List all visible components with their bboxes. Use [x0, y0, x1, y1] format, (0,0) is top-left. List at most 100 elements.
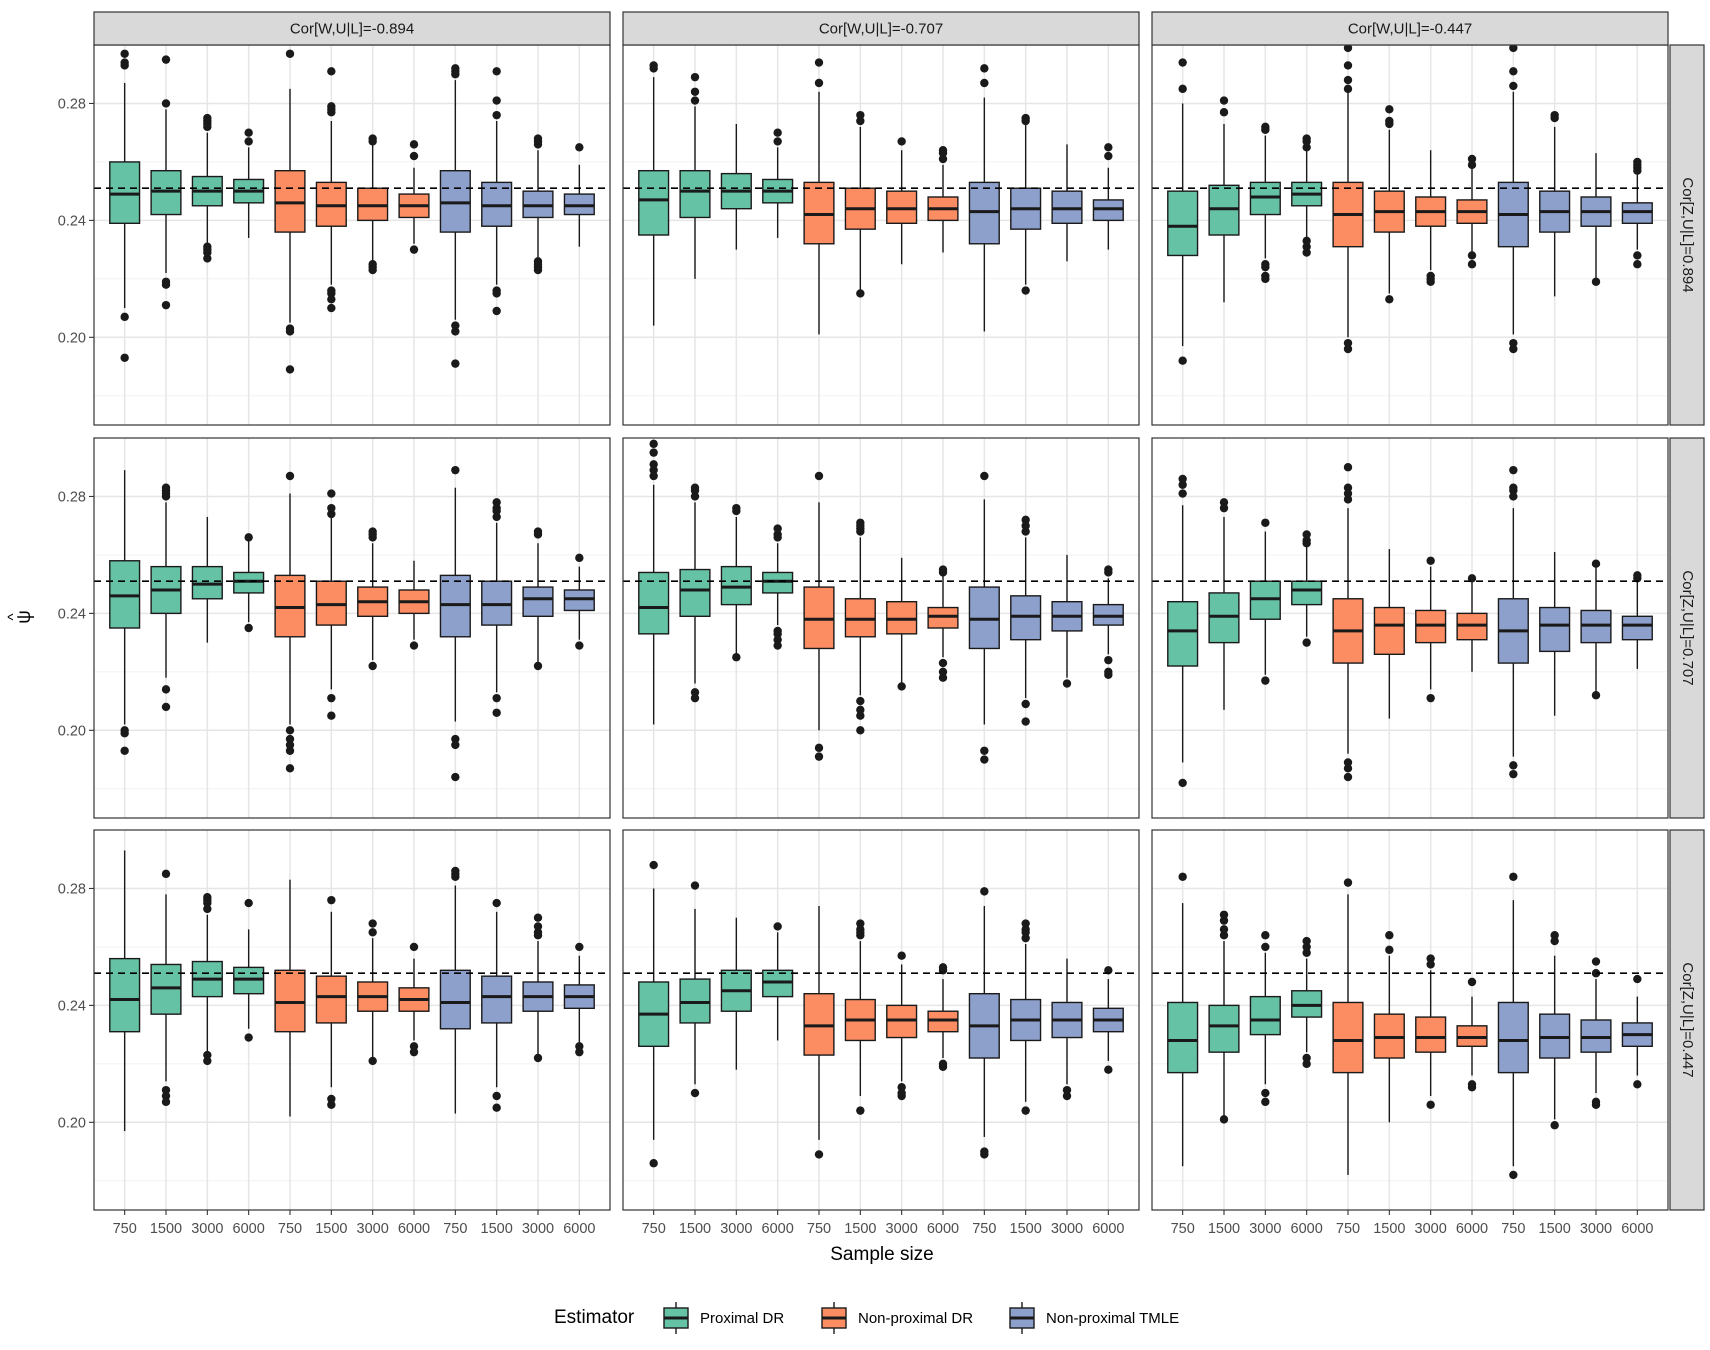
outlier-point — [690, 483, 700, 492]
strip-background — [1669, 44, 1705, 426]
outlier-point — [897, 1091, 906, 1101]
outlier-point — [1509, 43, 1518, 53]
outlier-point — [1509, 872, 1518, 881]
box-10 — [481, 498, 513, 717]
box-6 — [844, 518, 876, 735]
outlier-point — [1021, 717, 1030, 726]
panel-background — [94, 45, 610, 425]
outlier-point — [368, 134, 377, 143]
outlier-point — [575, 641, 584, 650]
outlier-point — [327, 711, 336, 720]
panel-background — [94, 830, 610, 1210]
box-12 — [1092, 565, 1124, 679]
panel-border — [1151, 437, 1669, 819]
outlier-point — [368, 527, 377, 536]
outlier-point — [649, 61, 658, 70]
outlier-point — [1633, 157, 1642, 167]
box-4 — [1291, 530, 1323, 647]
outlier-point — [1021, 933, 1030, 943]
box-iqr — [1621, 615, 1653, 641]
box-8 — [398, 560, 430, 650]
outlier-point — [856, 919, 865, 928]
box-1 — [638, 860, 670, 1168]
box-11 — [522, 913, 554, 1063]
outlier-point — [285, 49, 295, 58]
outlier-point — [1343, 84, 1353, 94]
column-strip-label: Cor[W,U|L]=-0.447 — [1348, 21, 1472, 38]
outlier-point — [327, 1100, 336, 1109]
outlier-point — [1178, 489, 1187, 498]
outlier-point — [897, 137, 906, 146]
outlier-point — [492, 67, 501, 76]
x-tick-label: 750 — [642, 1221, 666, 1237]
box-1 — [638, 439, 670, 725]
outlier-point — [120, 312, 129, 322]
row-strip-1: Cor[Z,U|L]=0.894 — [1669, 44, 1705, 426]
box-8 — [398, 942, 430, 1057]
y-axis-title: ψ ^ — [5, 610, 35, 624]
box-7 — [886, 557, 918, 691]
x-tick-label: 1500 — [150, 1221, 182, 1237]
x-tick-label: 3000 — [1415, 1221, 1447, 1237]
outlier-point — [533, 928, 543, 937]
panel-border — [622, 437, 1140, 819]
outlier-point — [773, 128, 782, 137]
outlier-point — [409, 942, 419, 952]
box-8 — [1456, 977, 1488, 1092]
box-10 — [481, 67, 513, 316]
outlier-point — [161, 277, 171, 286]
x-tick-label: 3000 — [191, 1221, 223, 1237]
outlier-point — [1261, 676, 1270, 685]
outlier-point — [1343, 61, 1353, 70]
outlier-point — [327, 289, 336, 298]
box-9 — [439, 64, 471, 368]
box-4 — [233, 128, 265, 238]
row-strip-label: Cor[Z,U|L]=0.447 — [1679, 962, 1696, 1077]
strips-layer: Cor[W,U|L]=-0.894 Cor[W,U|L]=-0.707 Cor[W,… — [93, 11, 1705, 1211]
outlier-point — [327, 67, 336, 76]
panel-r2-c2 — [622, 437, 1140, 819]
outlier-point — [1509, 67, 1518, 76]
outlier-point — [492, 110, 501, 120]
outlier-point — [1062, 1085, 1072, 1095]
outlier-point — [161, 685, 171, 694]
y-tick-label: 0.20 — [58, 1115, 86, 1131]
outlier-point — [120, 61, 129, 70]
box-iqr — [439, 969, 471, 1030]
y-tick-label: 0.28 — [58, 489, 86, 505]
box-1 — [109, 49, 141, 362]
outlier-point — [814, 743, 824, 753]
outlier-point — [1509, 761, 1518, 770]
outlier-point — [1591, 277, 1601, 286]
panel-border — [93, 829, 611, 1211]
y-tick-label: 0.28 — [58, 96, 86, 112]
outlier-point — [938, 963, 948, 972]
legend-entry-label: Non-proximal DR — [858, 1310, 973, 1327]
box-iqr — [315, 975, 347, 1024]
outlier-point — [1261, 262, 1270, 272]
box-4 — [1291, 936, 1323, 1069]
box-12 — [563, 942, 595, 1057]
outlier-point — [938, 565, 948, 574]
outlier-point — [732, 653, 741, 662]
x-tick-label: 6000 — [1456, 1221, 1488, 1237]
box-6 — [844, 919, 876, 1115]
outlier-point — [938, 1062, 948, 1071]
x-tick-label: 750 — [1501, 1221, 1525, 1237]
outlier-point — [492, 306, 501, 316]
outlier-point — [327, 303, 336, 313]
outlier-point — [1302, 530, 1311, 539]
outlier-point — [1219, 916, 1229, 925]
box-iqr — [638, 169, 670, 236]
box-iqr — [638, 571, 670, 635]
outlier-point — [1343, 463, 1353, 472]
outlier-point — [856, 110, 865, 120]
column-strip-2: Cor[W,U|L]=-0.707 — [622, 11, 1140, 46]
outlier-point — [203, 254, 212, 263]
box-3 — [720, 917, 752, 1070]
box-8 — [927, 565, 959, 682]
outlier-point — [1178, 480, 1187, 489]
y-axis-title-symbol: ψ — [14, 610, 35, 624]
outlier-point — [938, 673, 948, 682]
